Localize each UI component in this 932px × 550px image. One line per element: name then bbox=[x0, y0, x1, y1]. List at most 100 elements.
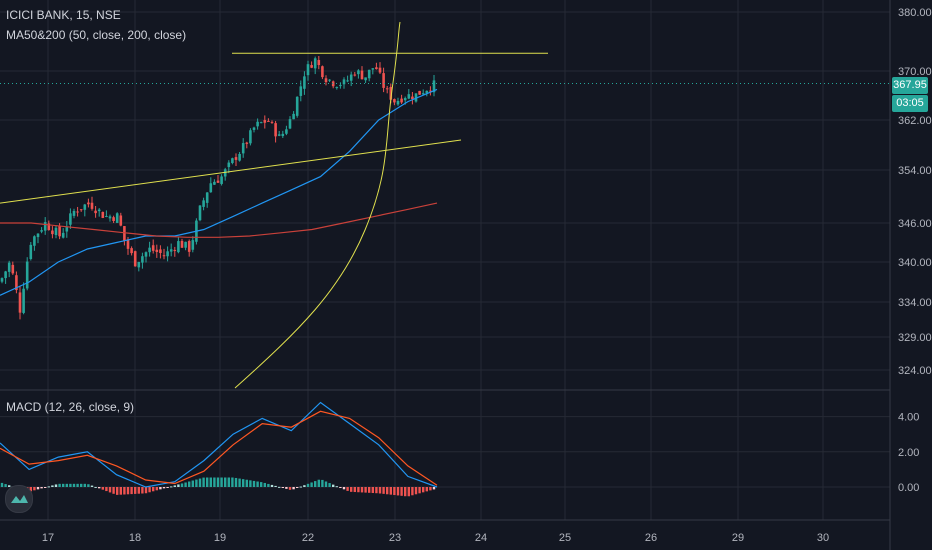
candle-body bbox=[159, 249, 162, 254]
candle-body bbox=[130, 248, 133, 254]
time-axis-label: 24 bbox=[475, 532, 487, 544]
time-axis-label: 26 bbox=[645, 532, 657, 544]
candle-body bbox=[378, 67, 382, 73]
candle-body bbox=[267, 120, 270, 122]
candle-body bbox=[403, 98, 407, 101]
candle-body bbox=[54, 227, 58, 236]
histogram-bar bbox=[180, 483, 184, 487]
histogram-bar bbox=[72, 483, 76, 487]
histogram-bar bbox=[33, 487, 36, 491]
histogram-bar bbox=[414, 487, 418, 495]
histogram-bar bbox=[29, 487, 32, 492]
histogram-bar bbox=[69, 483, 72, 487]
histogram-bar bbox=[116, 487, 119, 495]
price-axis-label: 354.00 bbox=[898, 165, 932, 177]
histogram-bar bbox=[126, 487, 130, 495]
candle-body bbox=[393, 99, 396, 103]
macd-axis-label: 0.00 bbox=[898, 482, 919, 494]
price-axis-label: 346.00 bbox=[898, 218, 932, 230]
histogram-bar bbox=[90, 485, 94, 487]
signal-line bbox=[0, 410, 438, 486]
candle-body bbox=[389, 87, 393, 100]
histogram-bar bbox=[202, 477, 205, 487]
macd-axis-label: 4.00 bbox=[898, 412, 919, 424]
candle-body bbox=[349, 74, 353, 81]
histogram-bar bbox=[357, 487, 360, 493]
histogram-bar bbox=[378, 487, 382, 494]
histogram-bar bbox=[213, 477, 216, 487]
histogram-bar bbox=[184, 482, 187, 487]
candle-body bbox=[231, 158, 234, 164]
candle-body bbox=[270, 121, 274, 123]
histogram-bar bbox=[155, 487, 158, 491]
candle-body bbox=[256, 121, 259, 127]
histogram-bar bbox=[332, 484, 335, 487]
tradingview-logo-icon[interactable] bbox=[5, 485, 33, 513]
candle-body bbox=[317, 60, 321, 66]
macd-axis-label: 2.00 bbox=[898, 447, 919, 459]
candle-body bbox=[252, 127, 256, 130]
histogram-bar bbox=[224, 477, 227, 487]
histogram-bar bbox=[87, 484, 90, 487]
histogram-bar bbox=[342, 487, 346, 490]
candle-body bbox=[33, 236, 36, 246]
histogram-bar bbox=[314, 481, 317, 487]
candle-body bbox=[342, 79, 346, 85]
price-axis-label: 362.00 bbox=[898, 115, 932, 127]
candle-body bbox=[40, 230, 43, 232]
histogram-bar bbox=[4, 484, 7, 487]
candle-body bbox=[346, 80, 349, 82]
candle-body bbox=[79, 209, 83, 211]
histogram-bar bbox=[382, 487, 385, 494]
candle-body bbox=[141, 256, 144, 263]
histogram-bar bbox=[371, 487, 374, 494]
candle-body bbox=[144, 252, 148, 257]
histogram-bar bbox=[407, 487, 410, 497]
price-axis-label: 340.00 bbox=[898, 257, 932, 269]
ma-indicator-title: MA50&200 (50, close, 200, close) bbox=[6, 28, 187, 42]
time-axis-label: 29 bbox=[732, 532, 744, 544]
candle-body bbox=[184, 241, 187, 248]
time-axis-label: 30 bbox=[817, 532, 829, 544]
histogram-bar bbox=[227, 477, 230, 487]
histogram-bar bbox=[188, 481, 191, 487]
candle-body bbox=[177, 241, 180, 253]
histogram-bar bbox=[234, 477, 238, 487]
histogram-bar bbox=[375, 487, 378, 494]
histogram-bar bbox=[270, 484, 274, 487]
candle-body bbox=[15, 275, 18, 291]
histogram-bar bbox=[267, 483, 270, 487]
histogram-bar bbox=[44, 487, 47, 488]
histogram-bar bbox=[393, 487, 396, 496]
candle-body bbox=[238, 153, 241, 161]
candle-body bbox=[216, 180, 220, 183]
histogram-bar bbox=[263, 482, 266, 487]
histogram-bar bbox=[432, 487, 436, 490]
macd-histogram bbox=[0, 477, 436, 497]
candle-body bbox=[281, 133, 285, 137]
histogram-bar bbox=[162, 487, 166, 489]
histogram-bar bbox=[166, 487, 169, 488]
candle-body bbox=[119, 215, 123, 226]
candle-body bbox=[429, 90, 432, 92]
candle-body bbox=[277, 134, 281, 136]
histogram-bar bbox=[191, 480, 194, 487]
candle-body bbox=[241, 143, 245, 154]
histogram-bar bbox=[429, 487, 432, 491]
histogram-bar bbox=[328, 483, 331, 487]
histogram-bar bbox=[368, 487, 371, 493]
candle-body bbox=[313, 58, 317, 69]
candle-body bbox=[411, 96, 414, 100]
candle-body bbox=[263, 120, 267, 123]
symbol-legend[interactable]: ICICI BANK, 15, NSE bbox=[6, 8, 121, 22]
macd-legend[interactable]: MACD (12, 26, close, 9) bbox=[6, 400, 134, 414]
time-axis-label: 25 bbox=[559, 532, 571, 544]
histogram-bar bbox=[130, 487, 133, 495]
ma-legend[interactable]: MA50&200 (50, close, 200, close) bbox=[6, 28, 186, 42]
histogram-bar bbox=[141, 487, 144, 494]
candle-body bbox=[353, 74, 357, 76]
candle-body bbox=[259, 122, 263, 124]
candle-body bbox=[274, 123, 277, 137]
candle-body bbox=[382, 73, 385, 88]
